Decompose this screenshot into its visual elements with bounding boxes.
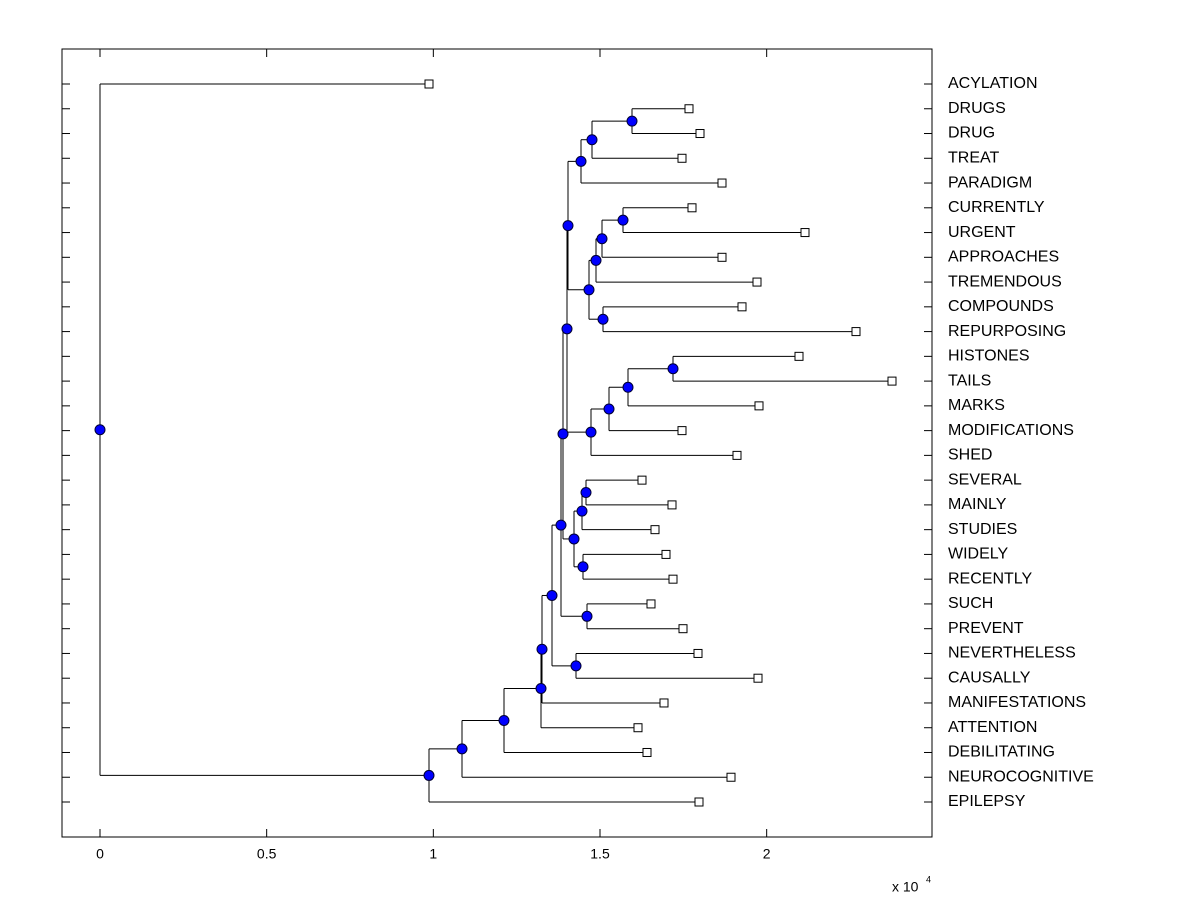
node-marker (94, 424, 106, 436)
node-marker (667, 363, 679, 375)
x-tick-label: 0 (96, 846, 104, 862)
node-marker (498, 714, 510, 726)
leaf-label: ACYLATION (948, 75, 1038, 92)
leaf-label: MARKS (948, 397, 1005, 414)
leaf-marker (677, 153, 687, 163)
leaf-label: DRUG (948, 125, 995, 142)
node-marker (568, 533, 580, 545)
x-tick-label: 1.5 (590, 846, 610, 862)
leaf-marker (726, 772, 736, 782)
node-marker (557, 428, 569, 440)
node-marker (555, 519, 567, 531)
leaf-label: DEBILITATING (948, 744, 1055, 761)
leaf-label: MODIFICATIONS (948, 422, 1074, 439)
leaf-label: TAILS (948, 372, 991, 389)
leaf-marker (659, 698, 669, 708)
leaf-marker (687, 203, 697, 213)
leaf-marker (754, 401, 764, 411)
node-marker (575, 155, 587, 167)
node-marker (603, 403, 615, 415)
node-marker (561, 323, 573, 335)
node-marker (590, 254, 602, 266)
node-marker (597, 313, 609, 325)
node-marker (535, 682, 547, 694)
leaf-marker (693, 648, 703, 658)
leaf-marker (737, 302, 747, 312)
node-marker (622, 381, 634, 393)
leaf-label: CAUSALLY (948, 669, 1031, 686)
leaf-label: APPROACHES (948, 249, 1059, 266)
plot-frame (61, 48, 933, 838)
leaf-label: WIDELY (948, 546, 1008, 563)
leaf-marker (633, 723, 643, 733)
leaf-label: TREMENDOUS (948, 273, 1062, 290)
leaf-marker (887, 376, 897, 386)
node-marker (536, 643, 548, 655)
leaf-marker (661, 549, 671, 559)
node-marker (585, 426, 597, 438)
leaf-marker (800, 228, 810, 238)
node-marker (586, 134, 598, 146)
node-marker (577, 561, 589, 573)
leaf-label: MANIFESTATIONS (948, 694, 1086, 711)
leaf-label: URGENT (948, 224, 1016, 241)
leaf-marker (677, 426, 687, 436)
leaf-marker (667, 500, 677, 510)
leaf-marker (794, 351, 804, 361)
x-tick-label: 1 (429, 846, 437, 862)
node-marker (423, 769, 435, 781)
leaf-label: RECENTLY (948, 570, 1032, 587)
node-marker (456, 743, 468, 755)
node-marker (626, 115, 638, 127)
node-marker (570, 660, 582, 672)
leaf-marker (717, 252, 727, 262)
leaf-marker (717, 178, 727, 188)
leaf-label: CURRENTLY (948, 199, 1045, 216)
leaf-marker (684, 104, 694, 114)
x-tick-label: 0.5 (257, 846, 277, 862)
leaf-marker (678, 624, 688, 634)
leaf-marker (695, 129, 705, 139)
leaf-label: PARADIGM (948, 174, 1032, 191)
leaf-label: STUDIES (948, 521, 1017, 538)
leaf-marker (668, 574, 678, 584)
leaf-label: TREAT (948, 149, 999, 166)
node-marker (580, 487, 592, 499)
leaf-label: HISTONES (948, 348, 1030, 365)
leaf-marker (851, 327, 861, 337)
leaf-label: EPILEPSY (948, 793, 1026, 810)
x-tick-label: 2 (763, 846, 771, 862)
leaf-marker (642, 747, 652, 757)
leaf-label: REPURPOSING (948, 323, 1066, 340)
leaf-marker (753, 673, 763, 683)
node-marker (617, 214, 629, 226)
leaf-marker (694, 797, 704, 807)
leaf-label: NEVERTHELESS (948, 645, 1076, 662)
node-marker (581, 610, 593, 622)
leaf-label: SUCH (948, 595, 993, 612)
x-scale-base: x 10 (892, 879, 919, 895)
node-marker (596, 233, 608, 245)
leaf-label: NEUROCOGNITIVE (948, 768, 1094, 785)
leaf-marker (752, 277, 762, 287)
leaf-marker (424, 79, 434, 89)
node-marker (576, 505, 588, 517)
node-marker (583, 284, 595, 296)
leaf-marker (650, 525, 660, 535)
leaf-label: PREVENT (948, 620, 1024, 637)
leaf-label: SHED (948, 447, 992, 464)
leaf-marker (732, 450, 742, 460)
leaf-label: COMPOUNDS (948, 298, 1054, 315)
leaf-label: MAINLY (948, 496, 1007, 513)
node-marker (546, 589, 558, 601)
leaf-marker (637, 475, 647, 485)
x-scale-exponent: 4 (926, 874, 931, 884)
leaf-label: SEVERAL (948, 471, 1022, 488)
leaf-label: ATTENTION (948, 719, 1037, 736)
leaf-marker (646, 599, 656, 609)
node-marker (562, 220, 574, 232)
leaf-label: DRUGS (948, 100, 1006, 117)
